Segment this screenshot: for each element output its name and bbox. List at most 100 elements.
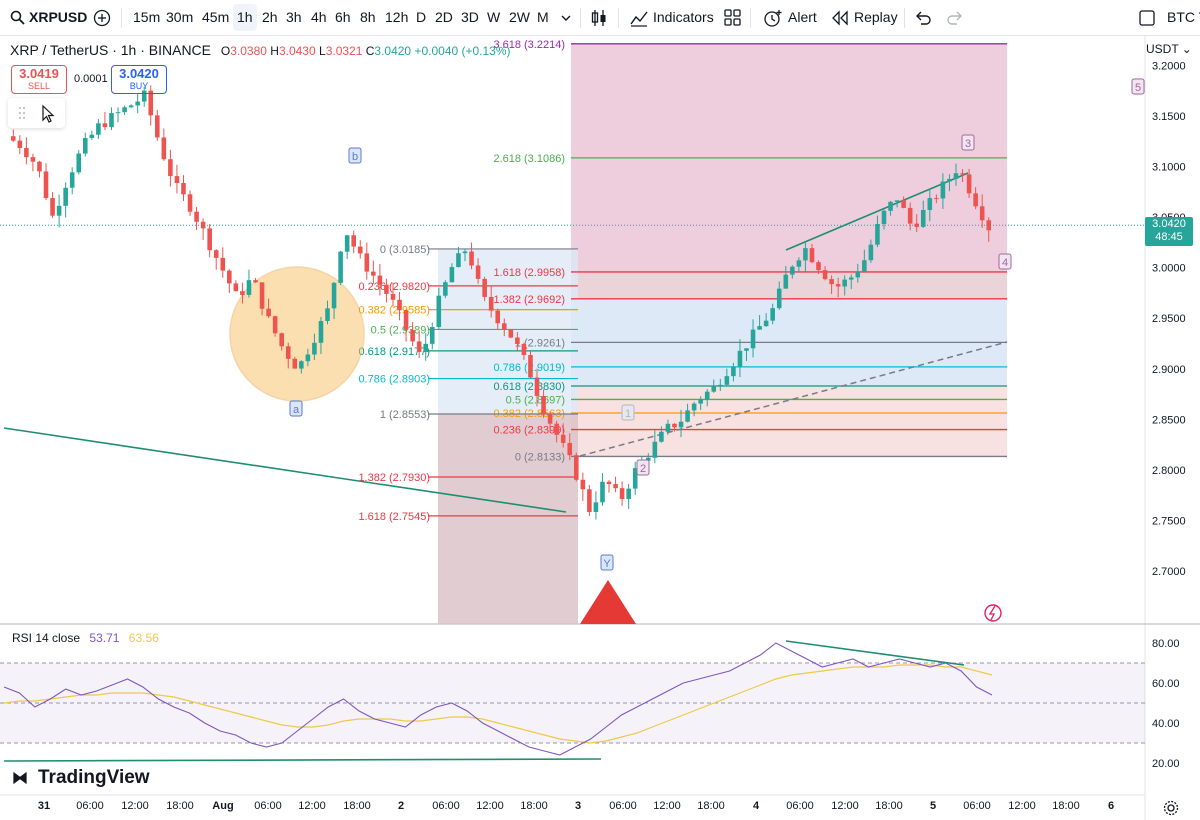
- candle-body: [626, 488, 631, 499]
- interval-2D[interactable]: 2D: [435, 9, 453, 25]
- replay-button[interactable]: Replay: [854, 9, 898, 25]
- drawing-toolbar: [8, 98, 65, 128]
- wave-label-box[interactable]: [289, 400, 303, 417]
- candle-body: [547, 414, 553, 424]
- compare-checkbox[interactable]: [1139, 10, 1155, 26]
- search-icon[interactable]: [10, 10, 25, 25]
- trend-line[interactable]: [3, 427, 567, 513]
- candle-body: [835, 284, 841, 287]
- candle-body: [266, 308, 271, 317]
- rsi-trend-line[interactable]: [3, 758, 602, 762]
- candle-body: [174, 176, 180, 183]
- candle-body: [894, 200, 900, 202]
- x-tick-label: 18:00: [166, 800, 194, 812]
- interval-3D[interactable]: 3D: [461, 9, 479, 25]
- undo-icon[interactable]: [914, 10, 932, 26]
- candle-body: [979, 206, 985, 221]
- candle-body: [711, 385, 717, 392]
- compare-add-icon[interactable]: [93, 9, 111, 27]
- interval-45m[interactable]: 45m: [202, 9, 230, 25]
- fib-primary-label: 1.382 (2.7930): [358, 472, 430, 484]
- tv-logo-icon: ⧓: [12, 770, 28, 787]
- compare-symbol[interactable]: BTC T: [1167, 9, 1200, 25]
- symbol-search[interactable]: XRPUSD: [29, 9, 88, 25]
- candle-body: [907, 207, 913, 224]
- interval-30m[interactable]: 30m: [166, 9, 194, 25]
- wave-label-box[interactable]: [998, 253, 1012, 270]
- sell-button[interactable]: 3.0419 SELL: [11, 65, 67, 94]
- wave-label-box[interactable]: [600, 554, 614, 571]
- candle-body: [744, 348, 749, 351]
- interval-15m[interactable]: 15m: [133, 9, 161, 25]
- y-tick-label: 2.9500: [1152, 313, 1186, 325]
- interval-3h[interactable]: 3h: [286, 9, 302, 25]
- replay-icon[interactable]: [831, 10, 849, 26]
- trend-line-dashed[interactable]: [579, 341, 1008, 457]
- gear-icon[interactable]: [1163, 800, 1179, 816]
- fib-level-label: 0.618 (2.8830): [493, 381, 565, 393]
- x-tick-label: 06:00: [432, 800, 460, 812]
- chevron-down-icon: ⌄: [1181, 42, 1192, 56]
- fib-level-label: 0 (2.8133): [515, 451, 565, 463]
- candle-body: [986, 220, 992, 231]
- wave-label: 3: [965, 138, 971, 150]
- interval-12h[interactable]: 12h: [385, 9, 409, 25]
- candle-body: [384, 284, 389, 294]
- candle-body: [449, 267, 455, 283]
- wave-label-box[interactable]: [621, 404, 635, 421]
- candle-body: [783, 274, 789, 289]
- wave-label-box[interactable]: [636, 459, 650, 476]
- close-value: 3.0420: [374, 44, 412, 58]
- channel-line[interactable]: [785, 172, 969, 251]
- interval-4h[interactable]: 4h: [311, 9, 327, 25]
- interval-W[interactable]: W: [487, 9, 501, 25]
- candle-body: [102, 123, 108, 128]
- interval-D[interactable]: D: [416, 9, 427, 25]
- candle-body: [141, 90, 147, 102]
- candle-body: [698, 399, 703, 404]
- indicators-icon[interactable]: [629, 8, 649, 28]
- interval-2W[interactable]: 2W: [509, 9, 530, 25]
- cursor-icon[interactable]: [42, 104, 55, 123]
- wave-label-box[interactable]: [1131, 78, 1145, 95]
- candle-body: [24, 147, 29, 158]
- indicators-button[interactable]: Indicators: [653, 9, 714, 25]
- candle-body: [724, 376, 730, 385]
- currency-selector[interactable]: USDT ⌄: [1146, 42, 1192, 56]
- candle-body: [76, 153, 82, 173]
- candle-body: [796, 260, 802, 267]
- candle-body: [888, 201, 893, 211]
- candle-body: [757, 326, 762, 330]
- x-tick-label: 12:00: [653, 800, 681, 812]
- candle-body: [508, 329, 514, 338]
- drag-handle-icon[interactable]: [19, 107, 25, 119]
- wave-label-box[interactable]: [961, 134, 975, 151]
- chevron-down-icon[interactable]: [560, 12, 572, 24]
- lightning-icon[interactable]: [984, 604, 1002, 622]
- up-arrow-marker[interactable]: [580, 580, 636, 624]
- change-value: +0.0040 (+0.13%): [414, 44, 511, 58]
- candle-body: [600, 481, 605, 503]
- candle-style-icon[interactable]: [590, 8, 608, 28]
- x-tick-label: 4: [753, 800, 760, 812]
- candle-body: [737, 350, 743, 367]
- interval-2h[interactable]: 2h: [262, 9, 278, 25]
- interval-6h[interactable]: 6h: [335, 9, 351, 25]
- candle-body: [613, 484, 618, 489]
- interval-8h[interactable]: 8h: [360, 9, 376, 25]
- buy-button[interactable]: 3.0420 BUY: [111, 65, 167, 94]
- interval-1h[interactable]: 1h: [233, 4, 257, 31]
- redo-icon[interactable]: [946, 10, 964, 26]
- chart-canvas[interactable]: 3.20003.15003.10003.05003.00002.95002.90…: [0, 36, 1200, 820]
- wave-label-box[interactable]: [348, 147, 362, 164]
- interval-M[interactable]: M: [537, 9, 549, 25]
- alert-button[interactable]: Alert: [788, 9, 817, 25]
- candle-body: [652, 441, 658, 458]
- y-tick-label: 2.9000: [1152, 364, 1186, 376]
- layout-grid-icon[interactable]: [724, 9, 741, 26]
- candle-body: [43, 171, 49, 199]
- rsi-trend-line[interactable]: [785, 640, 965, 666]
- y-tick-label: 2.8500: [1152, 414, 1186, 426]
- alert-clock-icon[interactable]: [763, 8, 783, 28]
- candle-body: [593, 502, 599, 512]
